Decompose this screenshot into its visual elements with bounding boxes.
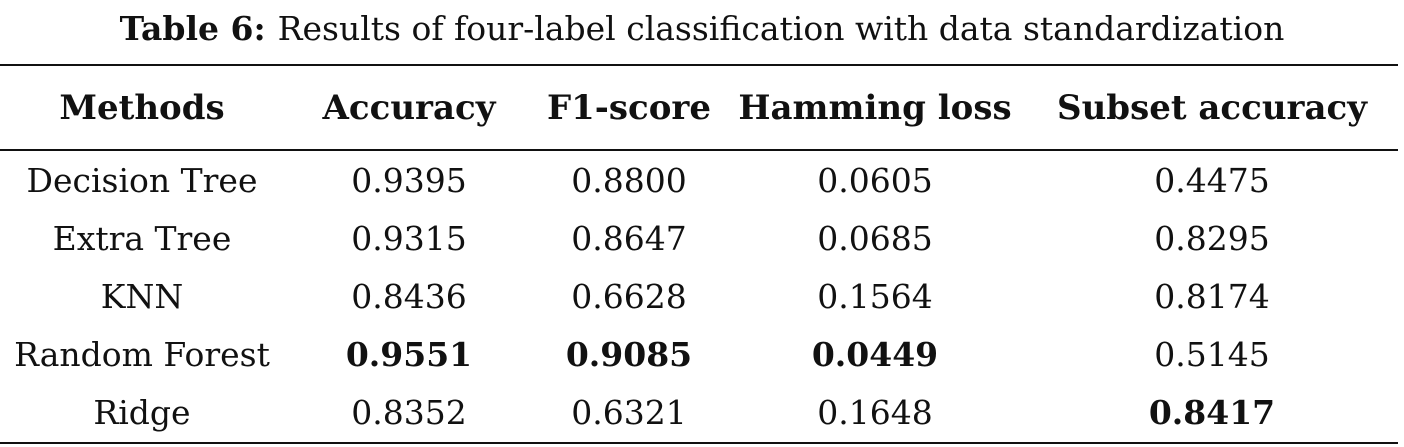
cell-subset-accuracy: 0.8174 [1154,276,1270,316]
table-caption-label: Table 6: [119,8,266,48]
cell-method: Random Forest [14,334,270,374]
table-caption-text: Results of four-label classification wit… [277,8,1285,48]
cell-hamming-loss: 0.1564 [817,276,933,316]
cell-f1-score: 0.8647 [571,218,687,258]
cell-f1-score: 0.6628 [571,276,687,316]
cell-method: Decision Tree [26,160,258,200]
table-bottom-rule [0,442,1398,444]
header-accuracy: Accuracy [322,87,496,128]
cell-hamming-loss: 0.0605 [817,160,933,200]
cell-method: Extra Tree [52,218,232,258]
table-header-rule [0,149,1398,151]
cell-accuracy: 0.8352 [351,392,467,432]
cell-hamming-loss: 0.1648 [817,392,933,432]
cell-method: KNN [100,276,184,316]
cell-hamming-loss: 0.0685 [817,218,933,258]
results-table: Methods Accuracy F1-score Hamming loss S… [0,66,1398,441]
cell-f1-score: 0.8800 [571,160,687,200]
table-row: Extra Tree 0.9315 0.8647 0.0685 0.8295 [0,209,1398,267]
cell-accuracy: 0.9395 [351,160,467,200]
cell-f1-score: 0.6321 [571,392,687,432]
header-f1-score: F1-score [547,87,711,128]
header-methods: Methods [59,87,225,128]
table-row: Ridge 0.8352 0.6321 0.1648 0.8417 [0,383,1398,441]
cell-subset-accuracy: 0.8295 [1154,218,1270,258]
cell-hamming-loss: 0.0449 [811,334,939,374]
cell-subset-accuracy: 0.8417 [1148,392,1276,432]
table-header-row: Methods Accuracy F1-score Hamming loss S… [0,66,1398,149]
table-top-rule [0,64,1398,66]
header-hamming-loss: Hamming loss [738,87,1012,128]
cell-accuracy: 0.9315 [351,218,467,258]
table-row: KNN 0.8436 0.6628 0.1564 0.8174 [0,267,1398,325]
table-row: Random Forest 0.9551 0.9085 0.0449 0.514… [0,325,1398,383]
cell-f1-score: 0.9085 [565,334,693,374]
cell-subset-accuracy: 0.5145 [1154,334,1270,374]
cell-accuracy: 0.8436 [351,276,467,316]
cell-accuracy: 0.9551 [345,334,473,374]
table-caption: Table 6: Results of four-label classific… [0,0,1404,56]
cell-method: Ridge [93,392,191,432]
cell-subset-accuracy: 0.4475 [1154,160,1270,200]
header-subset-accuracy: Subset accuracy [1057,87,1367,128]
table-row: Decision Tree 0.9395 0.8800 0.0605 0.447… [0,149,1398,209]
